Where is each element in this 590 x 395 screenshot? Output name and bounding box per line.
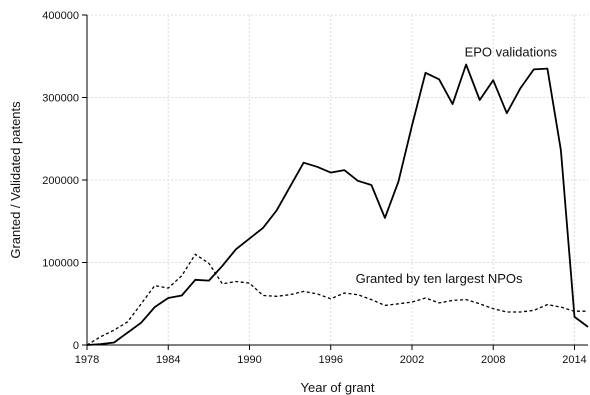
y-tick-label: 200000 — [42, 175, 79, 187]
x-tick-label: 1984 — [156, 354, 180, 366]
x-tick-label: 1990 — [237, 354, 261, 366]
axes — [82, 14, 588, 350]
annotations: EPO validations Granted by ten largest NP… — [356, 44, 558, 286]
y-axis-title: Granted / Validated patents — [8, 101, 23, 259]
x-tick-label: 2014 — [562, 354, 586, 366]
series-line-epo-validations — [86, 63, 589, 346]
x-tick-label: 2002 — [400, 354, 424, 366]
y-tick-label: 400000 — [42, 10, 79, 22]
y-tick-label: 0 — [73, 340, 79, 352]
x-axis-title: Year of grant — [301, 380, 375, 395]
x-tick-label: 1996 — [318, 354, 342, 366]
tick-labels: 0 100000 200000 300000 400000 1978 1984 1990 199… — [42, 10, 586, 366]
x-tick-label: 1978 — [75, 354, 99, 366]
y-tick-label: 300000 — [42, 93, 79, 105]
x-tick-label: 2008 — [481, 354, 505, 366]
series-line-npo-grants — [86, 253, 588, 346]
series-annotation: EPO validations — [465, 44, 558, 59]
grid — [87, 14, 588, 345]
series-annotation: Granted by ten largest NPOs — [356, 271, 523, 286]
y-tick-label: 100000 — [42, 258, 79, 270]
series-group — [86, 63, 589, 346]
